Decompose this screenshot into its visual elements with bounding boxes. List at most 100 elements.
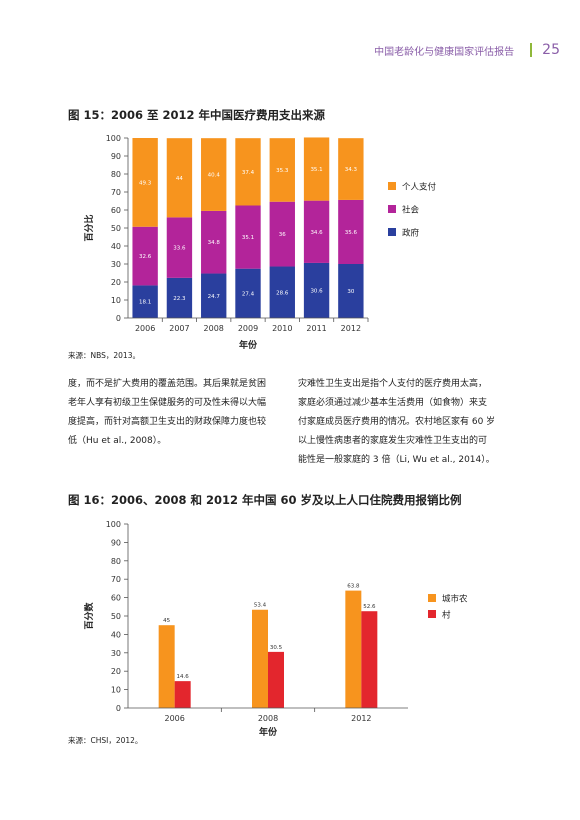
data-label: 14.6 <box>177 674 190 680</box>
figure15-chart: 百分比 0 10 20 30 40 50 60 70 80 90 100 18.1 32.6 49.3 200… <box>83 134 437 351</box>
data-label: 28.6 <box>276 290 289 296</box>
y-tick-label: 40 <box>111 242 121 251</box>
y-tick-label: 90 <box>111 538 121 547</box>
bar <box>345 590 362 708</box>
body-left-line: 低（Hu et al., 2008）。 <box>68 436 167 446</box>
figure16-source: 来源：CHSI，2012。 <box>68 736 143 745</box>
data-label: 44 <box>176 176 183 182</box>
bar-segment <box>132 285 158 318</box>
data-label: 22.3 <box>173 296 186 302</box>
bar-segment <box>269 201 295 267</box>
y-tick-label: 0 <box>116 704 121 713</box>
bar-segment <box>201 138 227 211</box>
body-left-line: 度提高，而针对高额卫生支出的财政保障力度也较 <box>68 417 267 427</box>
x-tick-label: 2007 <box>169 324 189 333</box>
y-tick-label: 20 <box>111 667 121 676</box>
x-axis-label: 年份 <box>259 726 278 738</box>
data-label: 27.4 <box>242 291 255 297</box>
data-label: 52.6 <box>363 604 376 610</box>
legend-swatch <box>388 182 396 190</box>
y-tick-label: 60 <box>111 206 121 215</box>
page-number: 25 <box>542 42 560 58</box>
bar-segment <box>166 138 193 218</box>
bar-segment <box>269 138 295 202</box>
data-label: 34.6 <box>310 230 323 236</box>
data-label: 33.6 <box>173 246 186 252</box>
y-axis-label: 百分数 <box>83 602 95 630</box>
y-tick-label: 10 <box>111 686 121 695</box>
data-label: 63.8 <box>347 584 360 590</box>
data-label: 35.1 <box>310 167 322 173</box>
legend-swatch <box>428 610 436 618</box>
y-tick-label: 40 <box>111 630 121 639</box>
header-divider <box>530 43 533 57</box>
x-tick-label: 2006 <box>164 714 184 723</box>
x-tick-label: 2012 <box>351 714 371 723</box>
legend-label: 社会 <box>402 205 420 216</box>
bar-segment <box>303 200 330 263</box>
legend-label: 村 <box>442 610 451 621</box>
data-label: 34.8 <box>208 240 221 246</box>
page-header: 中国老龄化与健康国家评估报告 25 <box>374 40 560 60</box>
data-label: 35.3 <box>276 168 289 174</box>
y-axis-label: 百分比 <box>83 214 95 241</box>
data-label: 40.4 <box>208 173 221 179</box>
body-left-line: 度，而不是扩大费用的覆盖范围。其后果就是贫困 <box>68 379 267 389</box>
body-right-line: 付家庭成员医疗费用的情况。农村地区家有 60 岁 <box>298 417 496 427</box>
y-tick-label: 70 <box>111 188 121 197</box>
y-tick-label: 0 <box>116 314 121 323</box>
bar-segment <box>235 205 261 269</box>
data-label: 37.4 <box>242 170 255 176</box>
bar <box>268 651 284 708</box>
bar-segment <box>303 262 330 318</box>
legend-label: 城市农 <box>442 594 468 605</box>
y-tick-label: 100 <box>106 520 121 529</box>
x-tick-label: 2012 <box>341 324 361 333</box>
body-right-line: 能性是一般家庭的 3 倍（Li, Wu et al., 2014）。 <box>298 455 495 465</box>
bar-segment <box>132 226 158 286</box>
bar-segment <box>166 217 193 278</box>
bar-segment <box>132 138 158 227</box>
data-label: 35.6 <box>345 230 358 236</box>
x-tick-label: 2009 <box>238 324 258 333</box>
figure16-title: 图 16：2006、2008 和 2012 年中国 60 岁及以上人口住院费用报… <box>68 493 462 507</box>
body-right-line: 灾难性卫生支出是指个人支付的医疗费用太高， <box>298 379 488 389</box>
data-label: 34.3 <box>345 167 358 173</box>
body-text-left: 度，而不是扩大费用的覆盖范围。其后果就是贫困 老年人享有初级卫生保健服务的可及性… <box>68 375 288 451</box>
bar-segment <box>235 138 261 206</box>
x-axis-label: 年份 <box>239 339 258 351</box>
data-label: 30.6 <box>310 288 323 294</box>
x-tick-label: 2008 <box>258 714 278 723</box>
y-tick-label: 20 <box>111 278 121 287</box>
y-tick-label: 80 <box>111 557 121 566</box>
body-right-line: 以上慢性病患者的家庭发生灾难性卫生支出的可 <box>298 436 488 446</box>
data-label: 53.4 <box>254 603 267 609</box>
data-label: 30.5 <box>270 645 283 651</box>
y-tick-label: 50 <box>111 612 121 621</box>
x-tick-label: 2010 <box>272 324 292 333</box>
body-text-right: 灾难性卫生支出是指个人支付的医疗费用太高， 家庭必须通过减少基本生活费用（如食物… <box>298 375 528 470</box>
bar-segment <box>338 138 364 200</box>
y-tick-label: 90 <box>111 152 121 161</box>
figure15-title: 图 15：2006 至 2012 年中国医疗费用支出来源 <box>68 108 326 122</box>
bar <box>158 625 175 708</box>
x-tick-label: 2011 <box>306 324 326 333</box>
bar <box>174 681 191 708</box>
data-label: 49.3 <box>139 180 152 186</box>
y-tick-label: 10 <box>111 296 121 305</box>
data-label: 36 <box>279 232 286 238</box>
y-tick-label: 30 <box>111 649 121 658</box>
data-label: 45 <box>163 618 170 624</box>
data-label: 30 <box>347 289 354 295</box>
data-label: 32.6 <box>139 254 152 260</box>
bar-segment <box>201 273 227 318</box>
x-tick-label: 2008 <box>204 324 224 333</box>
legend-swatch <box>388 205 396 213</box>
body-left-line: 老年人享有初级卫生保健服务的可及性未得以大幅 <box>68 398 267 408</box>
bar-segment <box>303 137 330 201</box>
bar-segment <box>235 268 261 318</box>
legend-label: 个人支付 <box>402 182 437 193</box>
data-label: 35.1 <box>242 235 254 241</box>
figure16-chart: 百分数 0 10 20 30 40 50 60 70 80 90 100 45 14.6 2006 53.4 3… <box>83 520 468 738</box>
legend-swatch <box>428 594 436 602</box>
